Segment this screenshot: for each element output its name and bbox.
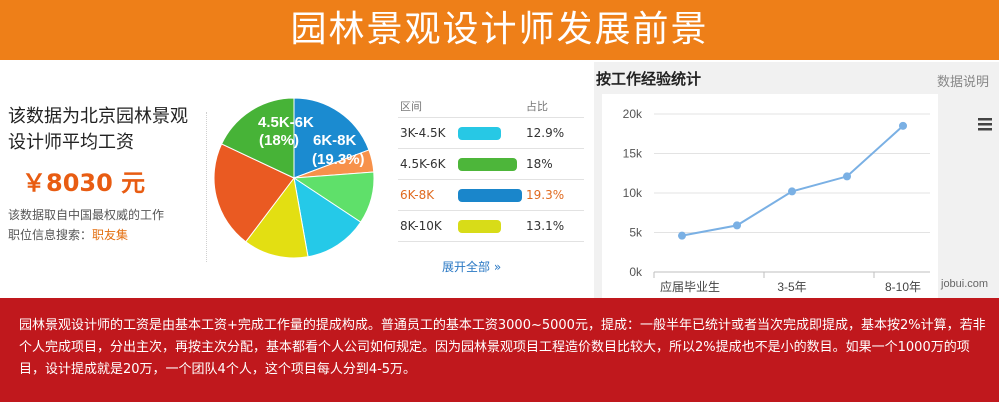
salary-title: 该数据为北京园林景观设计师平均工资: [8, 106, 188, 153]
table-row[interactable]: 4.5K-6K 18%: [398, 149, 584, 180]
pie-slice[interactable]: [213, 143, 295, 243]
row-bar: [458, 158, 517, 171]
pie-slice[interactable]: [293, 176, 362, 258]
pie-svg: 4.5K-6K (18%) 6K-8K (19.3%): [213, 97, 375, 259]
data-source-note: 该数据取自中国最权威的工作: [8, 208, 165, 222]
job-search-link[interactable]: 职友集: [92, 228, 129, 242]
x-tick-label: 应届毕业生: [660, 279, 720, 294]
salary-pie-chart: 4.5K-6K (18%) 6K-8K (19.3%): [212, 94, 392, 266]
table-row[interactable]: 8K-10K 13.1%: [398, 211, 584, 242]
y-tick-label: 15k: [623, 147, 643, 161]
data-explanation-link[interactable]: 数据说明: [936, 75, 989, 90]
table-header: 区间 占比: [398, 96, 584, 118]
table-row[interactable]: 3K-4.5K 12.9%: [398, 118, 584, 149]
footer-text: 园林景观设计师的工资是由基本工资+完成工作量的提成构成。普通员工的基本工资300…: [19, 318, 986, 377]
plot-area: [602, 94, 938, 298]
x-tick-label: 3-5年: [777, 280, 806, 294]
row-range: 4.5K-6K: [400, 157, 446, 171]
average-salary: ￥8030 元: [22, 169, 146, 197]
expand-all-link[interactable]: 展开全部 »: [442, 260, 502, 274]
pie-label-4.5k-6k-pct: (18%): [259, 132, 299, 149]
x-tick-label: 8-10年: [885, 280, 921, 294]
row-pct: 13.1%: [526, 219, 565, 233]
header-range: 区间: [400, 100, 422, 113]
footer-description: 园林景观设计师的工资是由基本工资+完成工作量的提成构成。普通员工的基本工资300…: [0, 298, 999, 402]
row-range: 6K-8K: [400, 188, 435, 202]
experience-chart-panel: 0k 5k 10k 15k 20k 应届毕业生 3-5年 8-10年 jobui.com 按…: [594, 62, 999, 298]
y-tick-label: 10k: [623, 186, 643, 200]
row-pct: 19.3%: [526, 188, 565, 202]
y-tick-label: 5k: [629, 226, 643, 240]
job-search-label: 职位信息搜索：: [8, 228, 93, 242]
data-point[interactable]: [678, 231, 686, 240]
row-range: 3K-4.5K: [400, 126, 446, 140]
salary-summary: 该数据为北京园林景观设计师平均工资 ￥8030 元 该数据取自中国最权威的工作 …: [0, 60, 210, 298]
divider: [206, 112, 207, 262]
pie-label-4.5k-6k: 4.5K-6K: [258, 114, 314, 131]
chart-title: 按工作经验统计: [596, 70, 702, 88]
row-bar: [458, 127, 501, 140]
row-pct: 12.9%: [526, 126, 565, 140]
watermark: jobui.com: [940, 278, 988, 290]
salary-range-table: 区间 占比 3K-4.5K 12.9% 4.5K-6K 18% 6K-8K 19…: [398, 96, 584, 242]
pie-slice[interactable]: [245, 176, 309, 259]
row-bar: [458, 220, 501, 233]
y-tick-label: 20k: [623, 107, 643, 121]
page-header: 园林景观设计师发展前景: [0, 0, 999, 60]
menu-icon[interactable]: [978, 118, 992, 131]
data-point[interactable]: [843, 172, 851, 181]
job-search-line: 职位信息搜索：职友集: [8, 226, 128, 243]
experience-line-chart: 0k 5k 10k 15k 20k 应届毕业生 3-5年 8-10年 jobui.com: [602, 94, 992, 298]
pie-slice[interactable]: [293, 97, 370, 179]
pie-label-6k-8k-pct: (19.3%): [312, 151, 365, 168]
data-point[interactable]: [733, 221, 741, 230]
data-point[interactable]: [788, 187, 796, 196]
row-bar: [458, 189, 522, 202]
page-title: 园林景观设计师发展前景: [290, 9, 709, 50]
data-point[interactable]: [899, 121, 907, 130]
row-pct: 18%: [526, 157, 553, 171]
header-pct: 占比: [526, 100, 548, 113]
table-row-active[interactable]: 6K-8K 19.3%: [398, 180, 584, 211]
y-tick-label: 0k: [629, 265, 643, 279]
row-range: 8K-10K: [400, 219, 442, 233]
pie-label-6k-8k: 6K-8K: [313, 132, 357, 149]
pie-slice[interactable]: [220, 97, 295, 179]
